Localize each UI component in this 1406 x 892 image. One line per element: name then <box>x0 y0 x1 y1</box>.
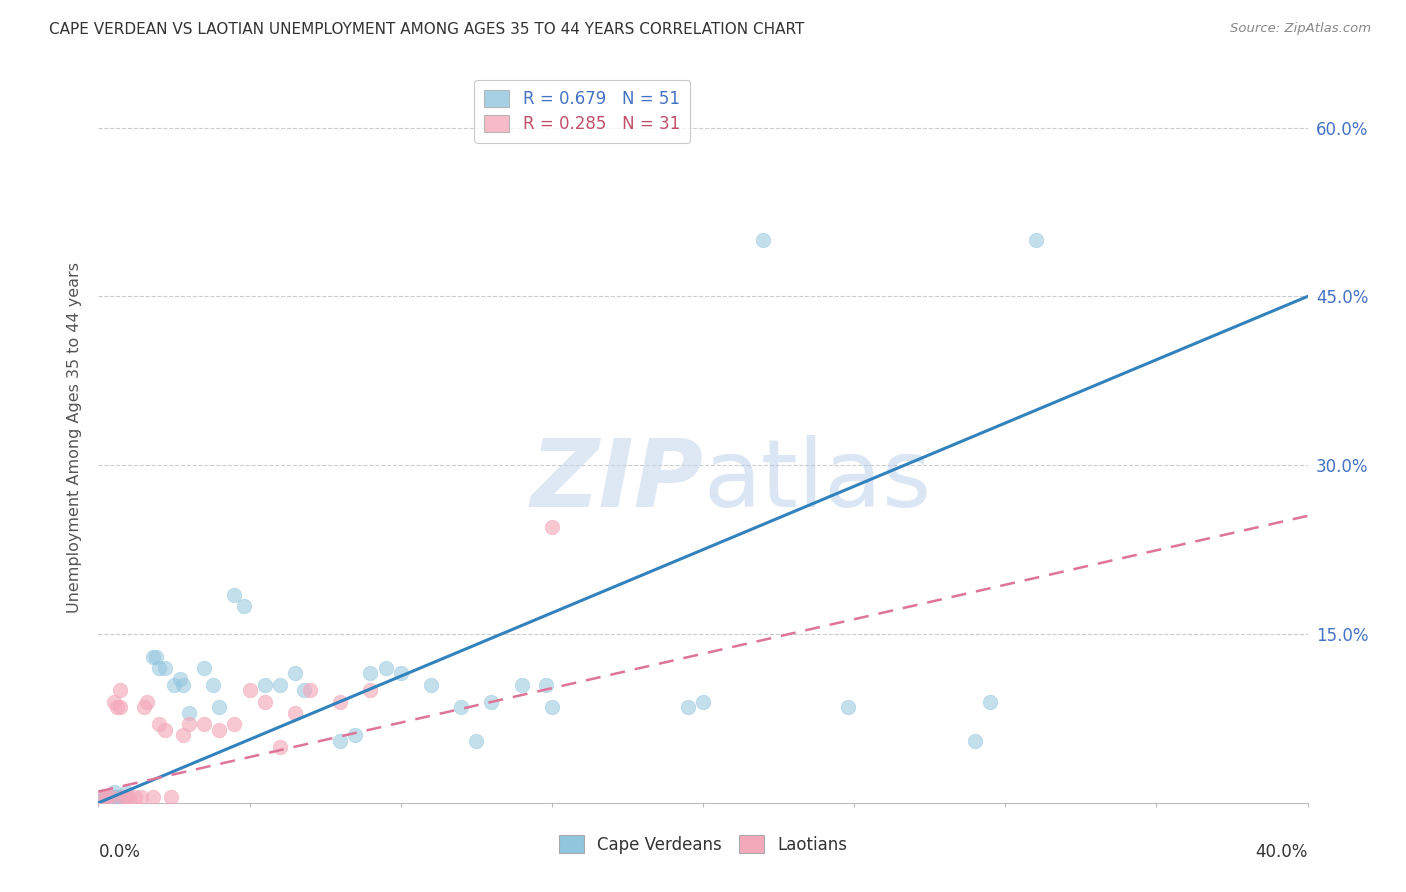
Point <box>540 520 562 534</box>
Point <box>179 717 201 731</box>
Point <box>96 790 118 805</box>
Point <box>360 683 382 698</box>
Point <box>420 678 443 692</box>
Point <box>540 700 562 714</box>
Point <box>96 790 118 805</box>
Point <box>124 790 146 805</box>
Point <box>148 717 170 731</box>
Point <box>129 790 152 805</box>
Point <box>108 683 131 698</box>
Point <box>118 790 141 805</box>
Point <box>148 661 170 675</box>
Point <box>232 599 254 613</box>
Point <box>752 233 775 247</box>
Point <box>208 723 231 737</box>
Point <box>450 700 472 714</box>
Point <box>202 678 225 692</box>
Point <box>108 790 131 805</box>
Point <box>153 723 176 737</box>
Point <box>329 694 352 708</box>
Point <box>153 661 176 675</box>
Point <box>163 678 186 692</box>
Point <box>93 790 115 805</box>
Point <box>105 700 128 714</box>
Point <box>389 666 412 681</box>
Point <box>837 700 859 714</box>
Point <box>224 717 246 731</box>
Text: Source: ZipAtlas.com: Source: ZipAtlas.com <box>1230 22 1371 36</box>
Point <box>965 734 987 748</box>
Point <box>510 678 533 692</box>
Point <box>269 678 291 692</box>
Point <box>676 700 699 714</box>
Point <box>465 734 488 748</box>
Point <box>193 717 215 731</box>
Point <box>90 790 112 805</box>
Text: ZIP: ZIP <box>530 435 703 527</box>
Text: CAPE VERDEAN VS LAOTIAN UNEMPLOYMENT AMONG AGES 35 TO 44 YEARS CORRELATION CHART: CAPE VERDEAN VS LAOTIAN UNEMPLOYMENT AMO… <box>49 22 804 37</box>
Point <box>172 678 194 692</box>
Point <box>979 694 1001 708</box>
Point <box>103 694 125 708</box>
Point <box>100 790 122 805</box>
Point <box>481 694 503 708</box>
Point <box>132 700 155 714</box>
Point <box>292 683 315 698</box>
Point <box>114 790 136 805</box>
Point <box>253 694 276 708</box>
Point <box>284 706 307 720</box>
Point <box>142 649 165 664</box>
Point <box>111 790 134 805</box>
Point <box>208 700 231 714</box>
Point <box>284 666 307 681</box>
Point <box>105 790 128 805</box>
Point <box>344 728 367 742</box>
Point <box>299 683 322 698</box>
Point <box>108 700 131 714</box>
Point <box>269 739 291 754</box>
Point <box>1024 233 1046 247</box>
Point <box>179 706 201 720</box>
Point <box>360 666 382 681</box>
Point <box>329 734 352 748</box>
Point <box>108 790 131 805</box>
Point <box>534 678 557 692</box>
Point <box>172 728 194 742</box>
Point <box>239 683 262 698</box>
Point <box>253 678 276 692</box>
Point <box>135 694 157 708</box>
Point <box>692 694 714 708</box>
Point <box>96 790 118 805</box>
Point <box>145 649 167 664</box>
Point <box>103 784 125 798</box>
Point <box>193 661 215 675</box>
Text: 40.0%: 40.0% <box>1256 843 1308 861</box>
Point <box>114 796 136 810</box>
Point <box>224 588 246 602</box>
Point <box>142 790 165 805</box>
Point <box>374 661 396 675</box>
Point <box>114 784 136 798</box>
Legend: Cape Verdeans, Laotians: Cape Verdeans, Laotians <box>553 829 853 860</box>
Text: atlas: atlas <box>703 435 931 527</box>
Point <box>160 790 183 805</box>
Point <box>100 790 122 805</box>
Text: 0.0%: 0.0% <box>98 843 141 861</box>
Point <box>103 790 125 805</box>
Point <box>100 790 122 805</box>
Point <box>105 790 128 805</box>
Y-axis label: Unemployment Among Ages 35 to 44 years: Unemployment Among Ages 35 to 44 years <box>67 261 83 613</box>
Point <box>90 790 112 805</box>
Point <box>169 672 191 686</box>
Point <box>111 790 134 805</box>
